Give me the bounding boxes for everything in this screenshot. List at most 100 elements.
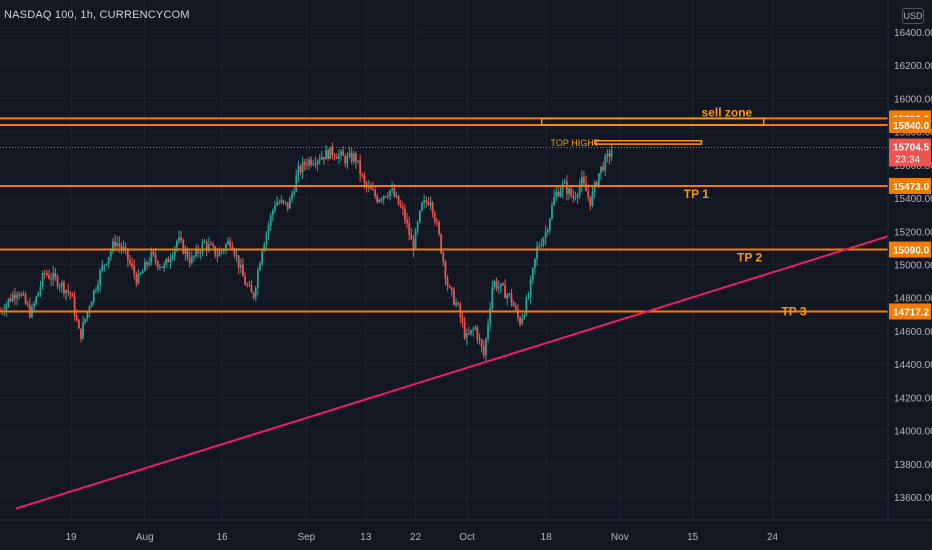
candle-body <box>410 235 413 240</box>
candle-body <box>178 237 180 242</box>
candle-body <box>440 234 443 253</box>
candle-body <box>284 201 287 203</box>
candle-body <box>465 333 468 338</box>
currency-badge[interactable]: USD <box>902 8 924 24</box>
candle-body <box>406 219 408 224</box>
candle-body <box>207 243 210 250</box>
price-axis[interactable]: 13600.00 13800.00 14000.00 14200.00 14400.00… <box>887 0 932 550</box>
candle-body <box>523 314 526 318</box>
candle-body <box>431 202 434 213</box>
candle-body <box>474 327 477 330</box>
candle-body <box>374 190 376 197</box>
price-tick-label: 15200.00 <box>894 227 932 238</box>
candle-body <box>267 225 270 234</box>
candle-body <box>361 174 364 177</box>
trend-line[interactable] <box>15 235 889 510</box>
trend-line-group[interactable] <box>15 235 889 510</box>
candle-body <box>352 153 355 162</box>
candle-body <box>199 252 202 254</box>
last-price-tag <box>889 138 931 167</box>
candle-body <box>485 338 487 356</box>
candle-body <box>480 339 483 347</box>
candle-body <box>7 298 10 305</box>
candle-body <box>156 261 159 267</box>
candle-body <box>591 191 594 206</box>
candle-body <box>256 270 259 288</box>
candle-body <box>512 302 515 307</box>
candle-body <box>600 166 602 174</box>
candle-body <box>301 161 304 173</box>
candle-body <box>329 146 332 159</box>
candle-body <box>312 163 315 165</box>
candle-body <box>246 284 249 286</box>
candle-body <box>203 241 206 243</box>
candle-body <box>463 322 466 338</box>
candle-body <box>239 264 242 268</box>
time-axis[interactable]: 19 Aug 16 Sep 13 22 Oct 18 Nov 15 24 <box>0 519 932 550</box>
price-tick-label: 13600.00 <box>894 493 932 504</box>
candle-body <box>92 290 95 303</box>
candle-body <box>205 241 208 250</box>
candle-body <box>220 250 223 252</box>
candle-body <box>54 272 57 277</box>
candle-body <box>109 251 112 257</box>
candle-body <box>146 262 148 265</box>
candle-body <box>416 222 419 230</box>
candle-body <box>348 153 351 157</box>
candle-body <box>133 265 136 275</box>
time-tick-label: Sep <box>297 532 315 543</box>
candle-body <box>216 255 219 257</box>
candle-body <box>389 190 391 197</box>
candle-body <box>22 294 25 296</box>
candle-body <box>555 191 558 197</box>
candle-body <box>186 249 189 259</box>
horizontal-levels[interactable] <box>0 117 888 313</box>
candle-body <box>378 199 381 202</box>
candle-body <box>323 156 325 160</box>
candle-body <box>163 264 166 268</box>
candle-body <box>561 183 564 192</box>
candle-body <box>116 243 119 247</box>
candle-body <box>141 271 144 274</box>
candle-body <box>118 243 121 247</box>
candle-body <box>457 302 460 305</box>
candle-body <box>433 212 436 222</box>
zone-annotations[interactable]: sell zone TOP HIGHT <box>540 105 765 148</box>
sell-zone-box[interactable] <box>540 117 765 126</box>
candle-body <box>544 232 547 239</box>
candle-body <box>446 278 449 287</box>
candle-body <box>335 156 338 159</box>
candle-body <box>412 239 415 251</box>
time-tick-label: 18 <box>541 532 553 543</box>
candle-body <box>37 292 40 297</box>
candle-body <box>359 160 362 175</box>
price-axis-bg <box>888 0 932 550</box>
candle-body <box>293 191 296 194</box>
candle-body <box>482 346 485 356</box>
candle-body <box>340 151 342 155</box>
candle-body <box>112 241 114 252</box>
candle-body <box>48 274 50 279</box>
candle-body <box>67 290 70 293</box>
candle-body <box>393 188 396 197</box>
candle-body <box>135 274 138 284</box>
candle-body <box>538 245 541 247</box>
candle-body <box>435 221 438 223</box>
candle-body <box>563 181 566 184</box>
price-tick-label: 15000.00 <box>894 261 932 272</box>
candle-body <box>295 175 298 192</box>
candle-body <box>152 251 155 255</box>
candle-body <box>5 304 8 311</box>
candle-body <box>519 317 521 325</box>
candle-body <box>171 255 174 259</box>
candle-body <box>557 191 560 197</box>
candle-body <box>478 339 481 341</box>
level-price-text: 15090.0 <box>893 246 930 257</box>
candle-body <box>244 276 246 285</box>
target-label: TP 2 <box>737 251 762 265</box>
candle-body <box>52 272 55 280</box>
candle-body <box>355 153 357 162</box>
candle-body <box>69 292 72 295</box>
top-hight-box[interactable] <box>594 140 703 145</box>
